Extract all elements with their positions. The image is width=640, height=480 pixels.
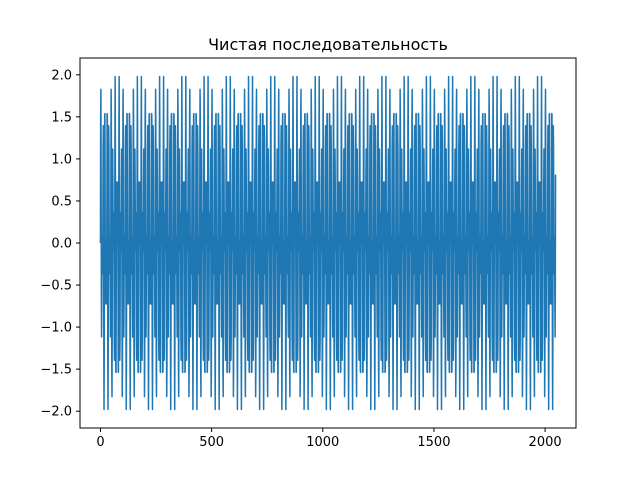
y-tick-label: 0.5 <box>51 194 72 209</box>
x-axis: 0 500 1000 1500 2000 <box>96 428 562 450</box>
chart-title: Чистая последовательность <box>208 35 448 54</box>
x-tick-label: 1500 <box>417 435 450 450</box>
x-tick-label: 2000 <box>529 435 562 450</box>
series-line-0 <box>99 75 557 411</box>
x-tick-label: 0 <box>96 435 104 450</box>
y-tick-label: −1.5 <box>40 363 72 378</box>
y-tick-label: −2.0 <box>40 405 72 420</box>
y-tick-label: 1.5 <box>51 110 72 125</box>
y-tick-label: 0.0 <box>51 237 72 252</box>
series-layer <box>99 75 557 411</box>
x-tick-label: 1000 <box>306 435 339 450</box>
x-tick-label: 500 <box>199 435 224 450</box>
y-tick-label: 2.0 <box>51 68 72 83</box>
y-axis: −2.0 −1.5 −1.0 −0.5 0.0 0.5 1.0 1.5 2.0 <box>40 68 80 420</box>
y-tick-label: 1.0 <box>51 152 72 167</box>
y-tick-label: −1.0 <box>40 321 72 336</box>
y-tick-label: −0.5 <box>40 279 72 294</box>
